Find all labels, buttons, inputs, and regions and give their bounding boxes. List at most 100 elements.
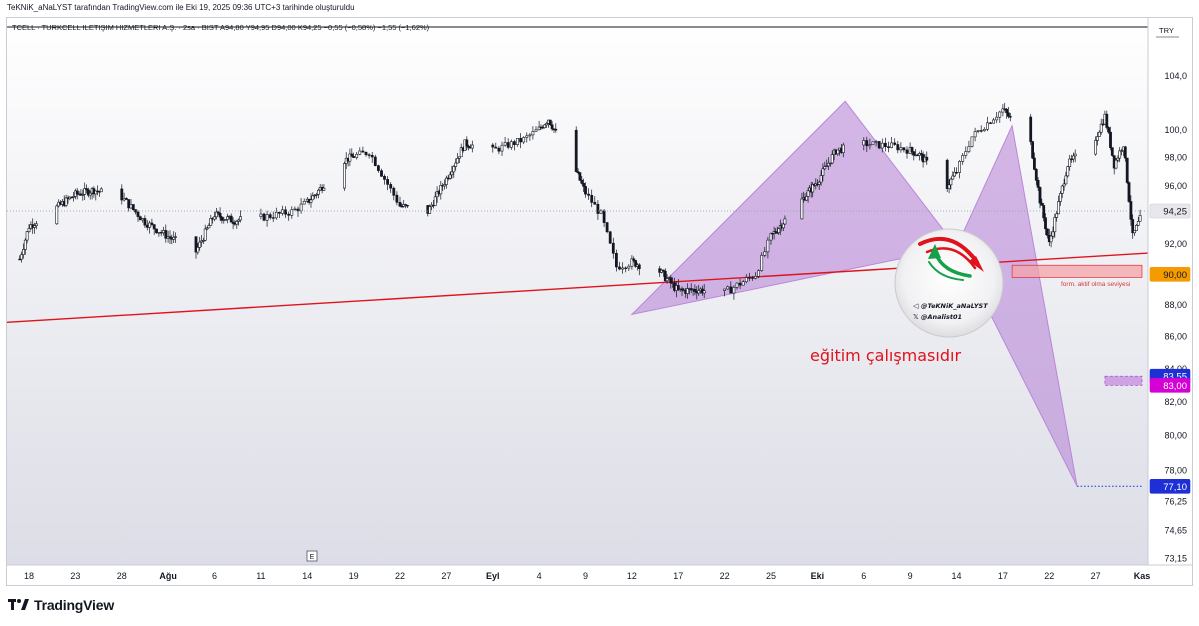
candle-body [1055,213,1059,218]
time-tick-label: 23 [70,571,80,581]
candle-body [1120,150,1124,152]
candle-body [634,260,638,267]
red-arrow-icon [918,236,979,264]
candle-body [890,142,894,148]
price-axis[interactable]: TRY 104,0 100,0 98,00 96,00 92,00 88,00 86,00 8… [1147,18,1192,565]
candle-body [218,212,222,218]
candle-body [83,188,87,195]
candle-body [395,194,399,203]
candle-body [582,183,586,187]
tradingview-logo[interactable]: TradingView [8,597,114,613]
candle-body [470,144,474,149]
candle-body [899,147,903,151]
time-tick-label: 12 [627,571,637,581]
candle-body [800,198,804,220]
chart-frame[interactable]: ◁ @TeKNiK_aNaLYST 𝕏 @Analist01 form. akt… [6,17,1193,586]
event-marker-box[interactable] [306,550,318,562]
candle-body [726,286,730,290]
price-tick-label: 100,0 [1164,125,1187,135]
candle-body [196,247,200,253]
candle-body [265,214,269,221]
candle-body [1072,155,1075,160]
price-zones[interactable] [1011,264,1143,487]
candle-body [602,210,606,223]
candle-body [364,151,368,155]
harmonic-pattern[interactable] [630,100,1078,487]
candle-body [576,171,580,174]
watermark-badge: ◁ @TeKNiK_aNaLYST 𝕏 @Analist01 [894,228,1004,338]
candle-body [138,216,142,221]
candle-body [1059,193,1062,202]
candle-body [355,154,359,158]
watermark-telegram: @TeKNiK_aNaLYST [921,302,988,310]
pattern-triangle-xab[interactable] [630,100,958,316]
candle-body [817,181,821,185]
candle-body [293,208,297,211]
time-tick-label: Eki [811,571,825,581]
candle-body [64,197,68,206]
candle-body [322,187,326,191]
candle-body [669,277,673,284]
candle-body [584,186,587,195]
candle-body [676,285,680,290]
candle-body [1105,113,1109,128]
candle-body [194,236,198,253]
time-tick-label: 9 [583,571,588,581]
activation-zone[interactable] [1011,264,1143,278]
candle-body [925,156,929,161]
candle-body [1049,235,1053,243]
candle-body [448,174,452,179]
candle-body [663,270,667,282]
candle-body [1136,221,1140,226]
candle-body [1073,153,1077,157]
price-tick-label: 78,00 [1164,465,1187,475]
price-tick-label: 84,00 [1164,364,1187,374]
candle-body [871,141,875,146]
candle-body [614,253,618,268]
candle-body [509,141,513,148]
candle-body [811,184,815,193]
candle-body [23,239,27,250]
candle-body [1099,123,1103,133]
candle-body [958,161,962,173]
time-tick-label: 17 [673,571,683,581]
target-zone[interactable] [1104,375,1143,386]
candle-body [910,147,914,152]
time-axis[interactable]: 18 23 28 Ağu 6 11 14 19 22 27 Eyl 4 9 12 17 22 25 Eki 6 9 14… [7,564,1192,585]
candle-body [578,172,582,181]
candle-body [732,287,736,294]
candle-body [439,185,443,195]
candle-body [296,208,300,212]
chart-canvas[interactable]: ◁ @TeKNiK_aNaLYST 𝕏 @Analist01 form. akt… [7,18,1192,585]
candle-body [1070,158,1073,161]
candle-body [405,205,409,207]
candle-body [33,225,37,228]
candle-body [467,145,471,148]
candle-body [554,128,558,131]
pattern-triangle-bcd[interactable] [955,124,1078,487]
candle-body [348,153,352,162]
candle-body [1114,159,1118,169]
price-axis-background [1148,18,1192,565]
candle-body [1044,217,1047,230]
event-marker[interactable]: E [306,550,318,562]
candle-body [1094,140,1098,155]
candle-body [637,264,641,270]
candle-body [1110,147,1114,156]
candle-body [531,131,535,136]
education-note: eğitim çalışmasıdır [810,346,961,365]
candle-body [1135,225,1138,232]
price-tick-label: 74,65 [1164,526,1187,536]
time-tick-label: 14 [951,571,961,581]
candle-body [290,209,294,216]
candle-body [141,218,145,221]
candle-body [1029,116,1033,142]
candle-body [955,172,958,174]
candle-body [231,221,235,224]
price-label-box [1149,478,1191,494]
candle-body [122,198,126,201]
candle-body [596,204,600,214]
candle-body [259,213,263,217]
candle-body [998,111,1002,118]
candle-body [905,149,909,154]
